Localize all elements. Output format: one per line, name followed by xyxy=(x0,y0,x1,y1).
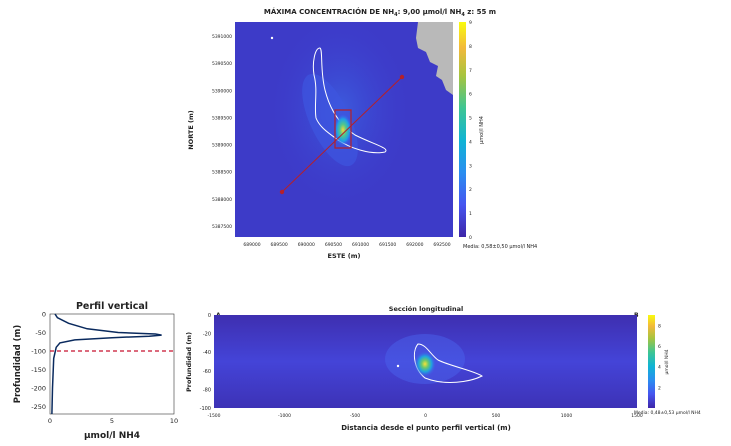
map-plot-area xyxy=(235,15,453,237)
map-colorbar-label: μmol/l NH4 xyxy=(479,116,485,144)
map-x-tick-label: 691500 xyxy=(379,242,396,248)
map-y-tick-label: 5387500 xyxy=(212,224,232,230)
section-colorbar-label: μmol/l NH4 xyxy=(664,349,670,374)
profile-location-box xyxy=(334,109,352,149)
section-svg: Sección longitudinal A B 0-20-40-60-80-1… xyxy=(185,305,701,432)
section-line xyxy=(281,76,403,193)
map-y-tick-label: 5390000 xyxy=(212,88,232,94)
profile-plot-area xyxy=(49,313,175,415)
profile-y-tick-label: -100 xyxy=(31,348,46,356)
profile-y-tick-label: -250 xyxy=(31,403,46,411)
section-y-tick-label: -40 xyxy=(203,350,211,356)
section-colorbar-tick-label: 4 xyxy=(658,365,661,371)
map-y-tick-label: 5389000 xyxy=(212,143,232,149)
section-y-tick-label: 0 xyxy=(208,313,211,319)
section-x-tick-label: 500 xyxy=(492,413,501,419)
section-ylabel: Profundidad (m) xyxy=(185,332,193,392)
map-colorbar-tick-label: 3 xyxy=(469,163,472,169)
section-x-tick-label: 0 xyxy=(424,413,427,419)
section-y-tick-label: -100 xyxy=(200,406,211,412)
map-xlabel: ESTE (m) xyxy=(328,252,361,260)
map-x-ticks: 689000 689500 690000 690500 691000 691500 6920… xyxy=(243,242,450,248)
map-colorbar-tick-label: 7 xyxy=(469,68,472,74)
profile-ylabel: Profundidad (m) xyxy=(13,325,23,404)
section-colorbar-ticks: 2 4 6 8 xyxy=(658,323,661,391)
map-x-tick-label: 692500 xyxy=(433,242,450,248)
map-title: MÁXIMA CONCENTRACIÓN DE NH4: 9,00 μmol/l… xyxy=(264,7,496,18)
map-y-tick-label: 5388500 xyxy=(212,170,232,176)
section-x-tick-label: -1500 xyxy=(207,413,220,419)
profile-series-line xyxy=(51,313,162,415)
map-mean-text: Media: 0,58±0,50 μmol/l NH4 xyxy=(463,244,537,250)
section-xlabel: Distancia desde el punto perfil vertical… xyxy=(341,424,511,432)
map-colorbar-tick-label: 2 xyxy=(469,187,472,193)
profile-panel: Perfil vertical 0 -50 -100 -150 -200 -250 0 5 1… xyxy=(0,296,180,442)
map-ylabel: NORTE (m) xyxy=(187,110,195,150)
section-y-ticks: 0 -20 -40 -60 -80 -100 xyxy=(200,313,211,412)
profile-y-tick-label: -50 xyxy=(35,329,46,337)
map-svg: MÁXIMA CONCENTRACIÓN DE NH4: 9,00 μmol/l… xyxy=(187,7,537,260)
section-colorbar-tick-label: 8 xyxy=(658,323,661,329)
concentration-contour xyxy=(312,47,387,154)
map-y-tick-label: 5389500 xyxy=(212,115,232,121)
map-colorbar-tick-label: 9 xyxy=(469,20,472,26)
land-shape xyxy=(416,22,453,95)
section-x-tick-label: -500 xyxy=(350,413,360,419)
section-colorbar-tick-label: 6 xyxy=(658,344,661,350)
section-title: Sección longitudinal xyxy=(389,305,463,313)
profile-x-tick-label: 0 xyxy=(48,417,52,425)
map-x-tick-label: 692000 xyxy=(406,242,423,248)
profile-y-tick-label: 0 xyxy=(42,311,46,319)
section-y-tick-label: -80 xyxy=(203,387,211,393)
map-y-ticks: 5391000 5390500 5390000 5389500 5389000 53885… xyxy=(212,34,232,230)
map-colorbar-tick-label: 0 xyxy=(469,235,472,241)
section-y-tick-label: -60 xyxy=(203,369,211,375)
section-panel: Sección longitudinal A B 0-20-40-60-80-1… xyxy=(180,296,731,442)
section-x-tick-label: -1000 xyxy=(278,413,291,419)
map-x-tick-label: 690500 xyxy=(325,242,342,248)
map-x-tick-label: 691000 xyxy=(352,242,369,248)
profile-x-tick-label: 10 xyxy=(170,417,178,425)
profile-y-tick-label: -150 xyxy=(31,366,46,374)
section-plot-area xyxy=(214,315,637,408)
profile-title: Perfil vertical xyxy=(76,301,148,312)
section-x-ticks: -1500 -1000 -500 0 500 1000 1500 xyxy=(207,413,642,419)
map-colorbar-tick-label: 5 xyxy=(469,116,472,122)
map-colorbar xyxy=(459,22,466,237)
section-x-tick-label: 1000 xyxy=(561,413,573,419)
profile-svg: Perfil vertical 0 -50 -100 -150 -200 -250 0 5 1… xyxy=(13,301,178,441)
map-y-tick-label: 5390500 xyxy=(212,61,232,67)
section-colorbar-tick-label: 2 xyxy=(658,385,661,391)
map-x-tick-label: 689500 xyxy=(271,242,288,248)
section-y-tick-label: -20 xyxy=(203,332,211,338)
map-colorbar-tick-label: 4 xyxy=(469,139,472,145)
map-colorbar-ticks: 0 1 2 3 4 5 6 7 8 9 xyxy=(469,20,472,241)
profile-x-tick-label: 5 xyxy=(110,417,114,425)
section-x-tick-label: 1500 xyxy=(631,413,643,419)
profile-x-ticks: 0 5 10 xyxy=(48,417,178,425)
profile-xlabel: μmol/l NH4 xyxy=(84,431,140,441)
map-x-tick-label: 690000 xyxy=(298,242,315,248)
section-colorbar xyxy=(648,315,655,408)
section-mean-text: Media: 0,48±0,53 μmol/l NH4 xyxy=(634,410,701,416)
map-colorbar-tick-label: 6 xyxy=(469,92,472,98)
profile-y-ticks: 0 -50 -100 -150 -200 -250 xyxy=(31,311,46,412)
map-panel: MÁXIMA CONCENTRACIÓN DE NH4: 9,00 μmol/l… xyxy=(180,0,560,270)
map-colorbar-tick-label: 8 xyxy=(469,44,472,50)
profile-y-tick-label: -200 xyxy=(31,385,46,393)
map-y-tick-label: 5391000 xyxy=(212,34,232,40)
map-y-tick-label: 5388000 xyxy=(212,197,232,203)
map-x-tick-label: 689000 xyxy=(243,242,260,248)
map-colorbar-tick-label: 1 xyxy=(469,211,472,217)
